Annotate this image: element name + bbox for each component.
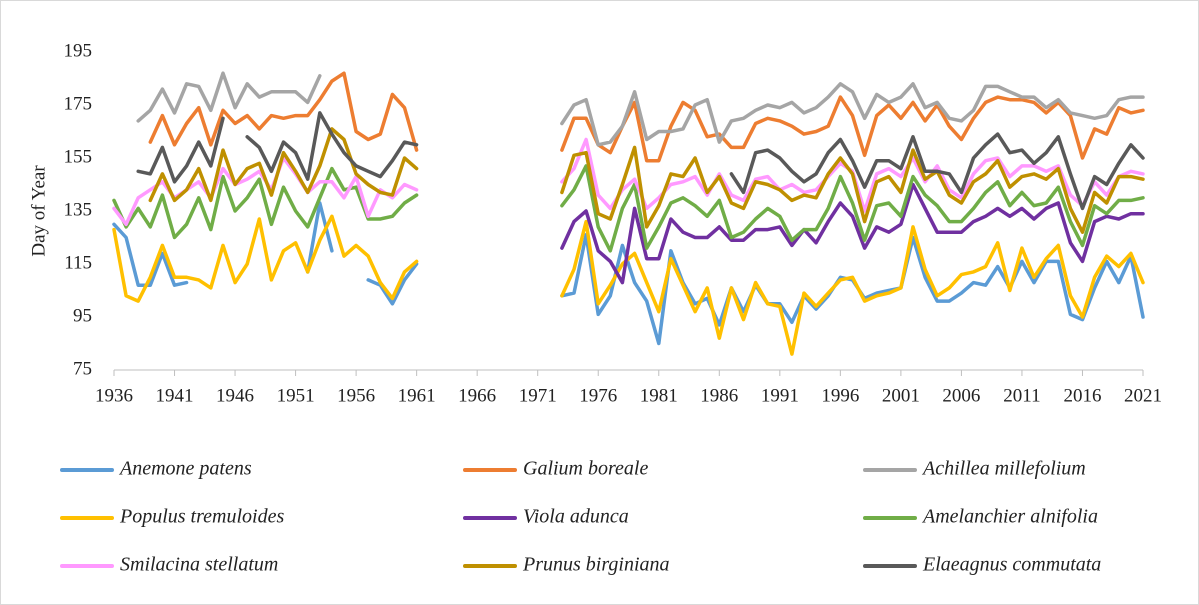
- y-tick-label: 155: [64, 146, 93, 167]
- x-tick-label: 2001: [882, 385, 920, 406]
- series-line: [136, 71, 1145, 147]
- x-tick-label: 1991: [761, 385, 799, 406]
- x-tick-label: 2021: [1124, 385, 1162, 406]
- legend-label: Anemone patens: [118, 458, 252, 480]
- series-line: [560, 182, 1145, 285]
- series-line: [112, 214, 1145, 356]
- x-tick-label: 1961: [398, 385, 436, 406]
- legend-label: Populus tremuloides: [119, 506, 284, 528]
- y-tick-label: 95: [73, 305, 92, 326]
- x-tick-label: 1996: [821, 385, 859, 406]
- legend-label: Amelanchier alnifolia: [921, 506, 1098, 528]
- legend-label: Elaeagnus commutata: [922, 554, 1101, 576]
- y-tick-label: 175: [64, 93, 93, 114]
- x-tick-label: 1966: [458, 385, 496, 406]
- series-line: [136, 111, 1145, 211]
- series-line: [112, 201, 1145, 346]
- legend-label: Viola adunca: [523, 506, 629, 528]
- series-line: [148, 127, 1145, 234]
- x-tick-label: 1936: [95, 385, 133, 406]
- y-tick-label: 115: [64, 252, 92, 273]
- legend-label: Achillea millefolium: [921, 458, 1086, 480]
- y-tick-label: 75: [73, 358, 92, 379]
- x-tick-label: 1981: [640, 385, 678, 406]
- x-tick-label: 1986: [700, 385, 738, 406]
- x-tick-label: 1941: [156, 385, 194, 406]
- x-tick-label: 1951: [277, 385, 315, 406]
- legend-label: Smilacina stellatum: [120, 554, 278, 576]
- x-tick-label: 2016: [1063, 385, 1101, 406]
- y-axis-label: Day of Year: [28, 165, 49, 257]
- x-tick-label: 1976: [579, 385, 617, 406]
- legend-label: Prunus birginiana: [522, 554, 670, 576]
- x-tick-label: 1946: [216, 385, 254, 406]
- x-tick-label: 2006: [942, 385, 980, 406]
- x-tick-label: 1971: [519, 385, 557, 406]
- series-line: [148, 71, 1145, 163]
- x-tick-label: 2011: [1003, 385, 1040, 406]
- y-tick-label: 195: [64, 40, 93, 61]
- legend-label: Galium boreale: [523, 458, 648, 480]
- y-tick-label: 135: [64, 199, 93, 220]
- x-tick-label: 1956: [337, 385, 375, 406]
